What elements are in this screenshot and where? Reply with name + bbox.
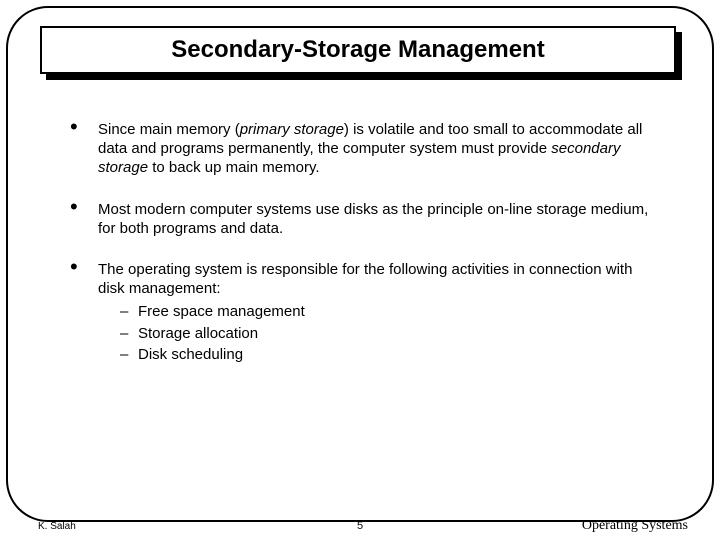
dash-icon: –: [120, 302, 138, 321]
sub-text: Disk scheduling: [138, 345, 243, 364]
text-segment: Since main memory (: [98, 121, 240, 138]
bullet-item: • Most modern computer systems use disks…: [70, 200, 650, 238]
text-segment: to back up main memory.: [148, 159, 319, 176]
sub-text: Free space management: [138, 302, 305, 321]
bullet-dot-icon: •: [70, 200, 98, 214]
bullet-text: Most modern computer systems use disks a…: [98, 200, 650, 238]
sub-item: – Storage allocation: [120, 324, 650, 343]
dash-icon: –: [120, 324, 138, 343]
text-italic: primary storage: [240, 121, 344, 138]
sub-list: – Free space management – Storage alloca…: [98, 302, 650, 364]
slide-title: Secondary-Storage Management: [171, 36, 544, 64]
bullet-item: • The operating system is responsible fo…: [70, 260, 650, 366]
bullet-text: Since main memory (primary storage) is v…: [98, 120, 650, 178]
text-segment: The operating system is responsible for …: [98, 261, 632, 297]
bullet-dot-icon: •: [70, 120, 98, 134]
bullet-text: The operating system is responsible for …: [98, 260, 650, 366]
bullet-item: • Since main memory (primary storage) is…: [70, 120, 650, 178]
title-box: Secondary-Storage Management: [40, 26, 676, 74]
sub-item: – Disk scheduling: [120, 345, 650, 364]
content-area: • Since main memory (primary storage) is…: [70, 120, 650, 388]
footer-course: Operating Systems: [582, 518, 688, 534]
sub-item: – Free space management: [120, 302, 650, 321]
sub-text: Storage allocation: [138, 324, 258, 343]
bullet-dot-icon: •: [70, 260, 98, 274]
dash-icon: –: [120, 345, 138, 364]
